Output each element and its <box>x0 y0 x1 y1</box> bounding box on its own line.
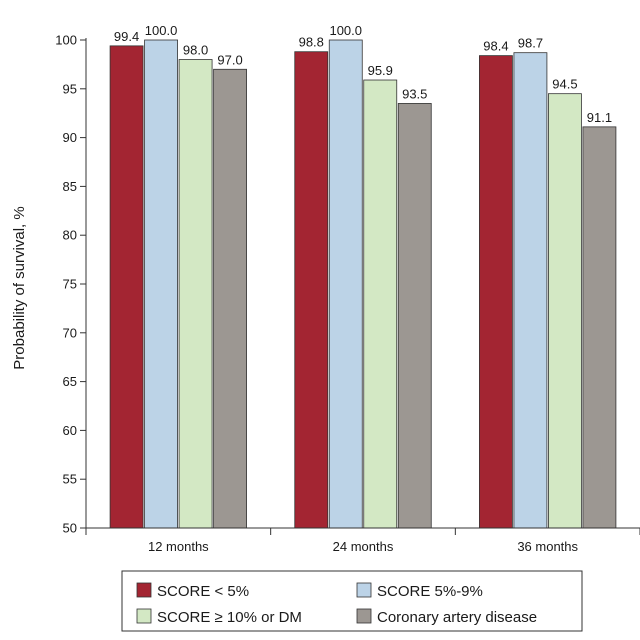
y-axis: 50 55 60 65 70 75 80 85 90 95 100 <box>55 33 87 536</box>
y-tick-label: 75 <box>63 277 77 292</box>
y-tick-label: 95 <box>63 81 77 96</box>
bar-value-label: 98.8 <box>299 35 324 50</box>
legend-swatch <box>136 608 152 624</box>
x-tick-label: 36 months <box>517 539 578 554</box>
y-tick-label: 60 <box>63 423 77 438</box>
bar-value-label: 100.0 <box>329 23 362 38</box>
bar <box>582 126 617 529</box>
y-tick-label: 65 <box>63 374 77 389</box>
y-tick-label: 80 <box>63 228 77 243</box>
bar-value-label: 98.0 <box>183 43 208 58</box>
bars-group: 99.4 100.0 98.0 97.0 98.8 100.0 95.9 93.5 98.4 98… <box>109 23 617 529</box>
bar-value-label: 99.4 <box>114 29 139 44</box>
y-tick-label: 90 <box>63 130 77 145</box>
legend-label: SCORE ≥ 10% or DM <box>157 609 302 626</box>
bar <box>328 39 363 529</box>
bar <box>109 45 144 529</box>
bar <box>294 51 329 529</box>
bar-value-label: 97.0 <box>217 52 242 67</box>
bar <box>213 68 247 529</box>
bar <box>178 59 213 529</box>
y-tick-label: 85 <box>63 179 77 194</box>
legend-label: SCORE < 5% <box>157 583 249 600</box>
bar-value-label: 93.5 <box>402 86 427 101</box>
x-tick-label: 12 months <box>148 539 209 554</box>
y-axis-title: Probability of survival, % <box>11 206 28 369</box>
bar <box>513 52 548 529</box>
bar <box>548 93 582 529</box>
bar-value-label: 98.7 <box>518 36 543 51</box>
bar-value-label: 91.1 <box>587 110 612 125</box>
legend-label: Coronary artery disease <box>377 609 537 626</box>
bar <box>144 39 178 529</box>
legend-swatch <box>356 582 372 598</box>
bar <box>397 103 432 529</box>
bar-value-label: 95.9 <box>368 63 393 78</box>
legend: SCORE < 5% SCORE 5%-9% SCORE ≥ 10% or DM Co… <box>121 570 583 632</box>
y-tick-label: 100 <box>55 33 77 48</box>
bar <box>479 55 513 529</box>
legend-box <box>121 570 583 632</box>
x-axis: 12 months 24 months 36 months <box>85 527 640 554</box>
bar <box>363 79 398 529</box>
legend-swatch <box>356 608 372 624</box>
y-tick-label: 70 <box>63 325 77 340</box>
legend-swatch <box>136 582 152 598</box>
x-tick-label: 24 months <box>333 539 394 554</box>
bar-value-label: 98.4 <box>483 39 508 54</box>
y-tick-label: 55 <box>63 472 77 487</box>
bar-value-label: 100.0 <box>145 23 178 38</box>
legend-label: SCORE 5%-9% <box>377 583 483 600</box>
y-tick-label: 50 <box>63 521 77 536</box>
bar-value-label: 94.5 <box>552 77 577 92</box>
